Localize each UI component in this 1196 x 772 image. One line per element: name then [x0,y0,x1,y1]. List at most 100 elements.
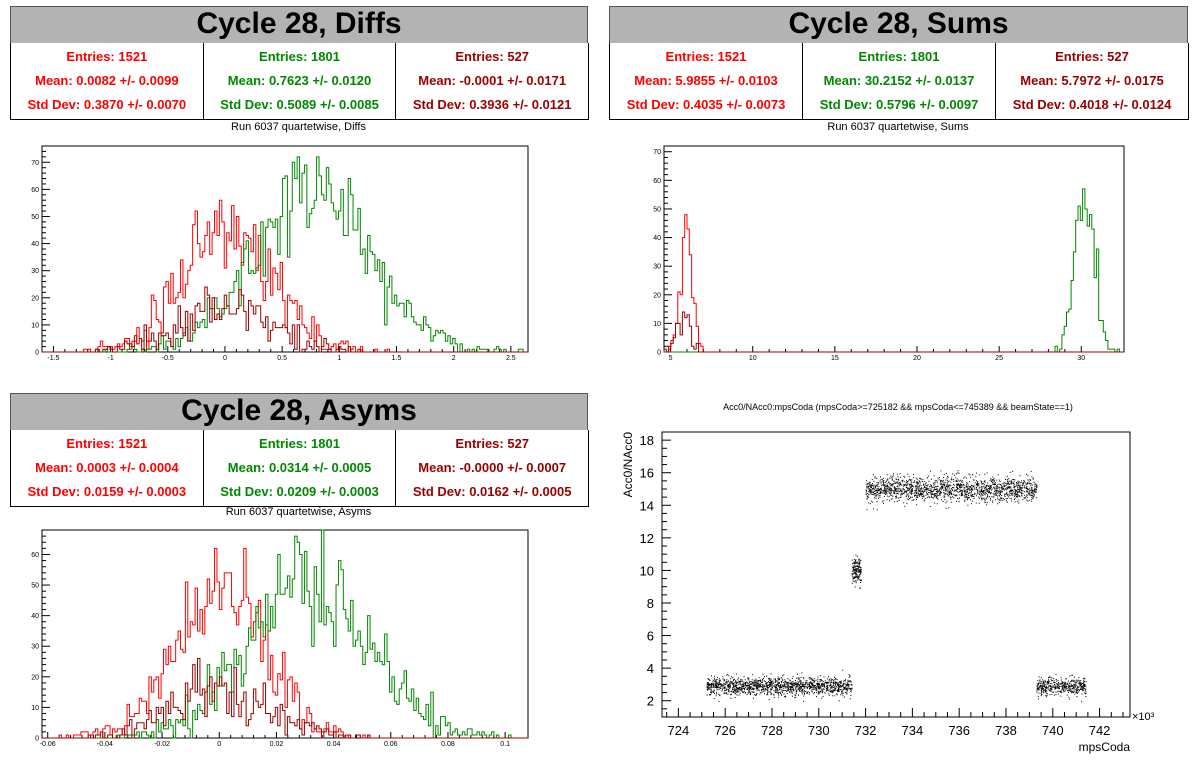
stat-std: Std Dev: 0.0159 +/- 0.0003 [27,484,187,499]
asyms-stat-green: Entries: 1801 Mean: 0.0314 +/- 0.0005 St… [204,430,397,506]
x-tick-label: 726 [714,723,736,738]
y-tick-label: 6 [647,629,654,644]
y-tick-label: 10 [640,563,654,578]
asyms-subtitle: Run 6037 quartetwise, Asyms [225,506,372,518]
plot-frame [661,431,1131,718]
asyms-title: Cycle 28, Asyms [10,393,588,431]
stat-mean: Mean: 5.9855 +/- 0.0103 [634,73,778,88]
stat-mean: Mean: 0.0082 +/- 0.0099 [35,73,179,88]
y-tick-label: 18 [640,433,654,448]
stat-std: Std Dev: 0.4035 +/- 0.0073 [626,97,786,112]
y-tick-label: 10 [31,705,39,712]
y-tick-label: 16 [640,466,654,481]
stat-std: Std Dev: 0.3936 +/- 0.0121 [412,97,572,112]
x-tick-label: -0.02 [154,741,170,748]
sums-subtitle: Run 6037 quartetwise, Sums [827,121,969,133]
asyms-histogram: -0.06 -0.04 -0.02 0 0.02 0.04 0.06 0.08 0.1 0 10 20… [31,529,529,748]
y-tick-label: 12 [640,531,654,546]
stat-entries: Entries: 527 [455,436,530,451]
x-tick-label: 20 [913,355,921,362]
y-tick-label: 8 [647,596,654,611]
y-tick-label: 0 [35,736,39,743]
scatter-plot: 724 726 728 730 732 734 736 738 740 742 2 4 6 8 10 12 14… [621,431,1155,754]
stat-entries: Entries: 1801 [858,49,940,64]
x-tick-label: -1.5 [47,355,59,362]
y-tick-label: 60 [653,178,661,185]
diffs-stat-darkred: Entries: 527 Mean: -0.0001 +/- 0.0171 St… [396,43,588,119]
x-tick-label: 734 [902,723,924,738]
y-tick-label: 70 [31,160,39,167]
sums-stats: Entries: 1521 Mean: 5.9855 +/- 0.0103 St… [609,43,1189,120]
x-tick-label: -0.5 [162,355,174,362]
y-tick-label: 40 [31,241,39,248]
y-axis-label: Acc0/NAcc0 [621,432,635,498]
scatter-points [706,470,1087,703]
y-tick-label: 4 [647,661,654,676]
x-tick-label: 0 [223,355,227,362]
x-tick-label: 0.02 [270,741,284,748]
y-tick-label: 20 [653,292,661,299]
stat-entries: Entries: 1521 [66,49,148,64]
x-tick-label: 0.04 [327,741,341,748]
diffs-stat-green: Entries: 1801 Mean: 0.7623 +/- 0.0120 St… [204,43,397,119]
x-tick-label: 1 [337,355,341,362]
histogram-series [664,214,1124,353]
asyms-stats: Entries: 1521 Mean: 0.0003 +/- 0.0004 St… [10,430,589,507]
x-tick-label: 0.06 [384,741,398,748]
histogram-series [664,188,1124,353]
x-tick-label: -0.06 [40,741,56,748]
x-tick-label: -0.04 [97,741,113,748]
stat-entries: Entries: 527 [455,49,530,64]
x-axis-label: mpsCoda [1079,740,1131,754]
stat-mean: Mean: 0.7623 +/- 0.0120 [227,73,372,88]
sums-stat-green: Entries: 1801 Mean: 30.2152 +/- 0.0137 S… [803,43,996,119]
y-tick-label: 60 [31,187,39,194]
x-tick-label: 0.5 [277,355,287,362]
x-tick-label: -1 [107,355,113,362]
y-tick-label: 30 [653,264,661,271]
y-tick-label: 0 [657,350,661,357]
stat-entries: Entries: 1801 [259,436,340,451]
histogram-series [663,311,1124,353]
x-tick-label: 0 [217,741,221,748]
y-tick-label: 50 [653,206,661,213]
y-tick-label: 60 [31,552,39,559]
histogram-series [42,199,528,353]
sums-title: Cycle 28, Sums [609,6,1188,44]
stat-mean: Mean: 5.7972 +/- 0.0175 [1020,73,1164,88]
stat-std: Std Dev: 0.5796 +/- 0.0097 [819,97,979,112]
y-tick-label: 14 [640,498,654,513]
x-tick-label: 740 [1042,723,1064,738]
x-axis-exponent: ×10³ [1132,711,1155,723]
x-tick-label: 2.5 [506,355,516,362]
stat-entries: Entries: 527 [1055,49,1129,64]
x-tick-label: 30 [1077,355,1085,362]
scatter-title: Acc0/NAcc0:mpsCoda (mpsCoda>=725182 && m… [723,402,1073,412]
y-tick-label: 40 [653,235,661,242]
y-tick-label: 30 [31,644,39,651]
stat-std: Std Dev: 0.0162 +/- 0.0005 [412,484,572,499]
stat-mean: Mean: -0.0000 +/- 0.0007 [418,460,567,475]
histogram-series [42,529,528,739]
x-tick-label: 1.5 [392,355,402,362]
diffs-subtitle: Run 6037 quartetwise, Diffs [231,121,366,133]
stat-mean: Mean: -0.0001 +/- 0.0171 [418,73,567,88]
stat-std: Std Dev: 0.3870 +/- 0.0070 [27,97,187,112]
stat-mean: Mean: 0.0314 +/- 0.0005 [227,460,372,475]
y-tick-label: 10 [31,322,39,329]
y-tick-label: 0 [35,350,39,357]
stat-std: Std Dev: 0.4018 +/- 0.0124 [1012,97,1172,112]
y-tick-label: 50 [31,583,39,590]
x-tick-label: 15 [831,355,839,362]
stat-entries: Entries: 1521 [66,436,148,451]
x-tick-label: 732 [855,723,877,738]
diffs-stat-red: Entries: 1521 Mean: 0.0082 +/- 0.0099 St… [11,43,204,119]
stat-mean: Mean: 0.0003 +/- 0.0004 [35,460,179,475]
x-tick-label: 736 [948,723,970,738]
y-tick-label: 20 [31,674,39,681]
diffs-stats: Entries: 1521 Mean: 0.0082 +/- 0.0099 St… [10,43,589,120]
x-tick-label: 0.1 [500,741,510,748]
y-tick-label: 70 [653,149,661,156]
x-tick-label: 738 [995,723,1017,738]
x-tick-label: 0.08 [441,741,455,748]
